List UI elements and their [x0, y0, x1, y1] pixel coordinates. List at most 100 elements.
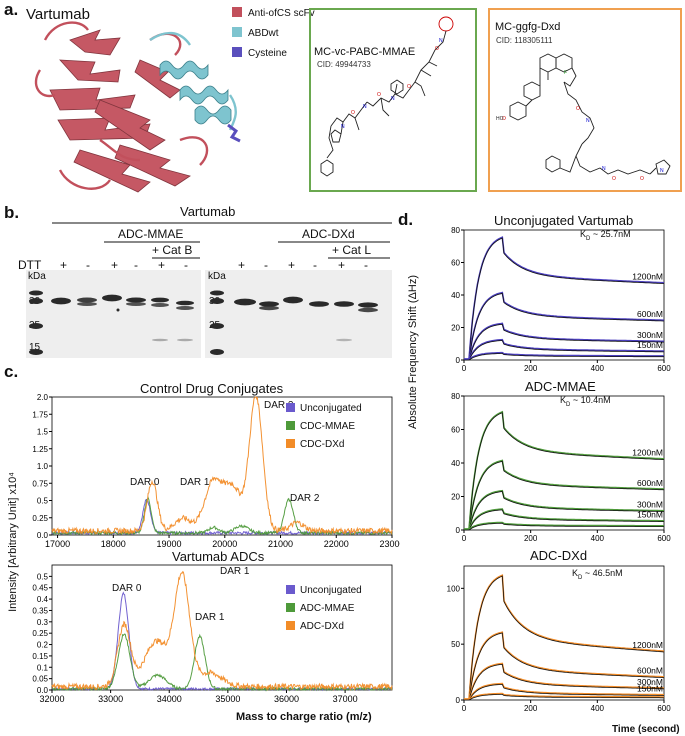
- legend-swatch: [232, 7, 242, 17]
- dxd-name: MC-ggfg-Dxd: [495, 21, 561, 33]
- ms-top-ytick-label: 0.5: [37, 497, 49, 506]
- bottom-annot-dar1-mmae: DAR 1: [195, 612, 225, 623]
- qcm-dxd-conc-label: 300nM: [637, 677, 663, 687]
- legend-swatch: [286, 585, 295, 594]
- panel-b-label: b.: [4, 203, 20, 222]
- legend-swatch: [286, 403, 295, 412]
- qcm-mmae-ytick-label: 20: [451, 493, 460, 502]
- scfv-ribbon: [49, 29, 191, 193]
- ms-top-ytick-label: 0.25: [32, 514, 48, 523]
- gel-right-kda: kDa: [208, 271, 226, 282]
- mmae-molecule: O O O O N N N N: [320, 16, 454, 177]
- qcm-dxd-xtick-label: 600: [657, 704, 671, 713]
- legend-label: CDC-MMAE: [300, 421, 355, 432]
- svg-text:HO: HO: [496, 116, 504, 122]
- qcm-unconj-fit-curve: [464, 292, 664, 361]
- top-legend-item: CDC-MMAE: [286, 418, 362, 436]
- legend-swatch: [286, 439, 295, 448]
- qcm-mmae-ytick-label: 60: [451, 426, 460, 435]
- ms-bottom-xtick-label: 36000: [274, 694, 299, 704]
- qcm-mmae-data-curve: [464, 521, 664, 530]
- qcm-dxd-ytick-label: 0: [456, 696, 461, 705]
- dtt-left-4: -: [134, 258, 138, 272]
- top-legend-item: Unconjugated: [286, 400, 362, 418]
- top-legend-item: CDC-DXd: [286, 436, 362, 454]
- qcm-unconj-ytick-label: 20: [451, 324, 460, 333]
- ms-bottom-ytick-label: 0.15: [32, 652, 48, 661]
- legend-label: Unconjugated: [300, 585, 362, 596]
- legend-swatch: [286, 421, 295, 430]
- qcm-dxd-data-curve: [464, 631, 665, 700]
- ms-top-ytick-label: 1.0: [37, 462, 49, 471]
- qcm-mmae-data-curve: [464, 459, 665, 530]
- bottom-legend-item: ADC-MMAE: [286, 600, 362, 618]
- top-annot-dar1: DAR 1: [180, 477, 210, 488]
- qcm-mmae-data-curve: [464, 489, 665, 530]
- dtt-right-5: +: [338, 258, 346, 272]
- qcm-mmae-xtick-label: 0: [462, 534, 467, 543]
- gel-left: kDa 30 25 15: [26, 270, 201, 358]
- cysteine-site: [227, 123, 241, 143]
- qcm-mmae-ytick-label: 0: [456, 526, 461, 535]
- gel-right-bands: [210, 290, 378, 355]
- ms-top-ytick-label: 0.0: [37, 531, 49, 540]
- qcm-dxd-data-curve: [464, 692, 664, 700]
- gel-marker-15: 15: [29, 342, 41, 353]
- legend-item-abd: ABDwt: [232, 24, 315, 44]
- ms-top-series-cdc-dxd: [51, 396, 393, 536]
- dxd-structure-box: MC-ggfg-Dxd CID: 118305111 O O O O N N N HO F: [488, 8, 682, 192]
- protein-title: Vartumab: [26, 6, 90, 23]
- gel-right: kDa 30 25: [205, 270, 392, 358]
- abd-helices: [159, 60, 232, 125]
- ms-top-xtick-label: 21000: [268, 539, 293, 549]
- legend-swatch: [232, 27, 242, 37]
- qcm-dxd-data-curve: [464, 682, 664, 700]
- qcm-dxd-data-curve: [464, 574, 665, 700]
- svg-text:O: O: [407, 84, 411, 90]
- ms-bottom-ytick-label: 0.4: [37, 595, 49, 604]
- ms-bottom-ytick-label: 0.25: [32, 629, 48, 638]
- qcm-unconj-ytick-label: 60: [451, 259, 460, 268]
- qcm-mmae-fit-curve: [464, 491, 665, 531]
- qcm-unconj-ytick-label: 80: [451, 226, 460, 235]
- gel-kda-label: kDa: [28, 271, 46, 282]
- mmae-cid: CID: 49944733: [317, 60, 371, 69]
- legend-swatch: [286, 621, 295, 630]
- qcm-dxd-xtick-label: 400: [591, 704, 605, 713]
- qcm-kd-dxd: KD ~ 46.5nM: [572, 568, 623, 581]
- svg-text:N: N: [363, 104, 367, 110]
- dtt-right-1: +: [238, 258, 246, 272]
- qcm-dxd-ytick-label: 100: [447, 584, 461, 593]
- dtt-left-2: -: [86, 258, 90, 272]
- qcm-kd-mmae: KD ~ 10.4nM: [560, 395, 611, 408]
- qcm-dxd-fit-curve: [464, 663, 664, 701]
- qcm-dxd-frame: [463, 565, 665, 701]
- qcm-dxd-fit-curve: [464, 575, 665, 701]
- dtt-left-3: +: [111, 258, 119, 272]
- dtt-left-6: -: [184, 258, 188, 272]
- qcm-unconj-conc-label: 150nM: [637, 340, 663, 350]
- ms-top-ytick-label: 0.75: [32, 479, 48, 488]
- qcm-title-dxd: ADC-DXd: [530, 548, 588, 563]
- legend-label: Cysteine: [248, 48, 287, 59]
- legend-label: CDC-DXd: [300, 439, 345, 450]
- svg-text:O: O: [612, 176, 616, 182]
- top-annot-dar2-dxd: DAR 2: [264, 400, 294, 411]
- protein-legend: Anti-ofCS scFv ABDwt Cysteine: [232, 4, 315, 64]
- ms-top-xtick-label: 19000: [157, 539, 182, 549]
- qcm-dxd-xtick-label: 200: [524, 704, 538, 713]
- bottom-ms-title: Vartumab ADCs: [172, 549, 265, 564]
- ms-bottom-xtick-label: 35000: [215, 694, 240, 704]
- qcm-title-mmae: ADC-MMAE: [525, 379, 596, 394]
- panel-c-label: c.: [4, 362, 19, 381]
- qcm-xlabel: Time (second): [612, 724, 680, 735]
- qcm-mmae-xtick-label: 600: [657, 534, 671, 543]
- qcm-dxd-xtick-label: 0: [462, 704, 467, 713]
- gel-group-dxd: ADC-DXd: [302, 227, 355, 241]
- qcm-unconj-xtick-label: 0: [462, 364, 467, 373]
- top-ms-title: Control Drug Conjugates: [140, 381, 284, 396]
- qcm-unconj-data-curve: [464, 351, 664, 360]
- ms-top-ytick-label: 2.0: [37, 393, 49, 402]
- protein-structure: [34, 21, 241, 193]
